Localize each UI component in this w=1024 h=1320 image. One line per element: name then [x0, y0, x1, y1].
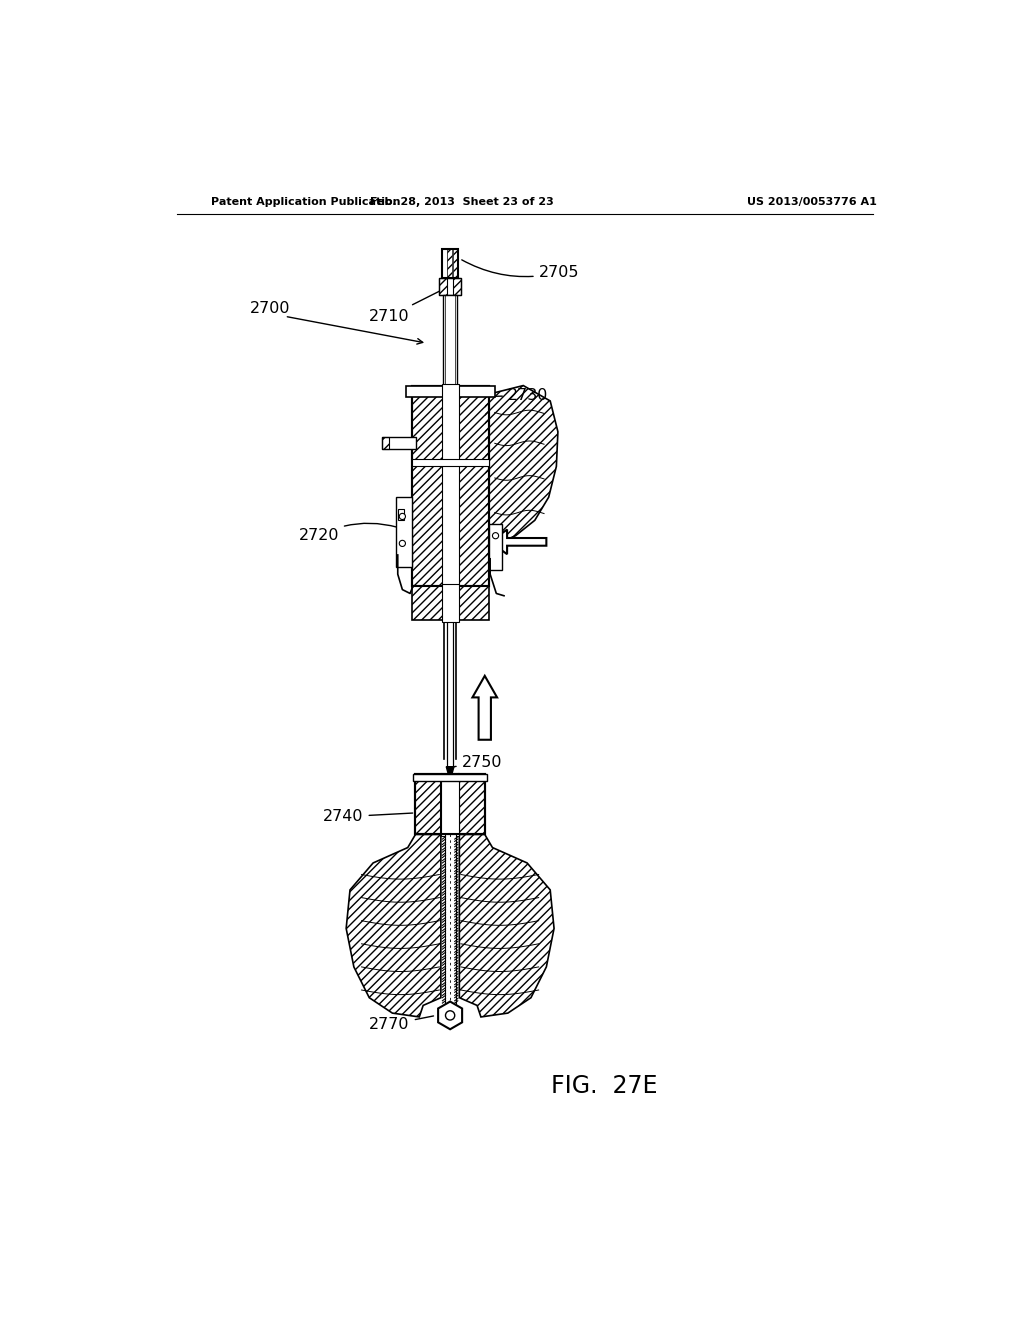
- Bar: [443, 296, 457, 385]
- Bar: [441, 585, 459, 622]
- Bar: [412, 385, 488, 586]
- Bar: [382, 437, 388, 449]
- Text: 2705: 2705: [462, 260, 580, 280]
- Bar: [439, 277, 447, 296]
- Polygon shape: [438, 1002, 462, 1030]
- Bar: [442, 249, 458, 277]
- Bar: [454, 277, 461, 296]
- Bar: [444, 834, 456, 1006]
- Bar: [412, 385, 488, 586]
- Circle shape: [399, 540, 406, 546]
- Text: 2700: 2700: [250, 301, 291, 315]
- Text: Feb. 28, 2013  Sheet 23 of 23: Feb. 28, 2013 Sheet 23 of 23: [370, 197, 554, 207]
- Text: 2740: 2740: [323, 809, 413, 824]
- Text: 2720: 2720: [298, 523, 397, 544]
- Circle shape: [493, 532, 499, 539]
- Polygon shape: [484, 385, 558, 558]
- Bar: [416, 775, 441, 834]
- Bar: [441, 384, 459, 587]
- Circle shape: [445, 1011, 455, 1020]
- Text: 2750: 2750: [454, 755, 502, 771]
- Polygon shape: [490, 529, 547, 554]
- Bar: [396, 498, 412, 566]
- Bar: [412, 459, 488, 466]
- Polygon shape: [446, 767, 454, 780]
- Text: 2730: 2730: [462, 388, 548, 403]
- Circle shape: [399, 513, 406, 520]
- Bar: [439, 277, 461, 296]
- Bar: [441, 774, 460, 836]
- Bar: [412, 586, 488, 620]
- Bar: [447, 249, 452, 277]
- Polygon shape: [346, 834, 441, 1016]
- Bar: [416, 775, 484, 834]
- Bar: [460, 775, 484, 834]
- Polygon shape: [460, 834, 554, 1016]
- Bar: [454, 249, 458, 277]
- Text: 2710: 2710: [370, 290, 440, 323]
- Bar: [413, 775, 487, 780]
- Bar: [447, 620, 454, 767]
- Bar: [488, 524, 503, 570]
- Polygon shape: [472, 676, 497, 739]
- Bar: [416, 775, 441, 834]
- Bar: [460, 775, 484, 834]
- Text: US 2013/0053776 A1: US 2013/0053776 A1: [746, 197, 877, 207]
- Bar: [382, 437, 416, 449]
- Text: FIG.  27E: FIG. 27E: [551, 1074, 657, 1098]
- Bar: [397, 508, 403, 520]
- Bar: [407, 385, 495, 397]
- Bar: [412, 586, 488, 620]
- Text: 2770: 2770: [370, 1016, 433, 1032]
- Text: Patent Application Publication: Patent Application Publication: [211, 197, 401, 207]
